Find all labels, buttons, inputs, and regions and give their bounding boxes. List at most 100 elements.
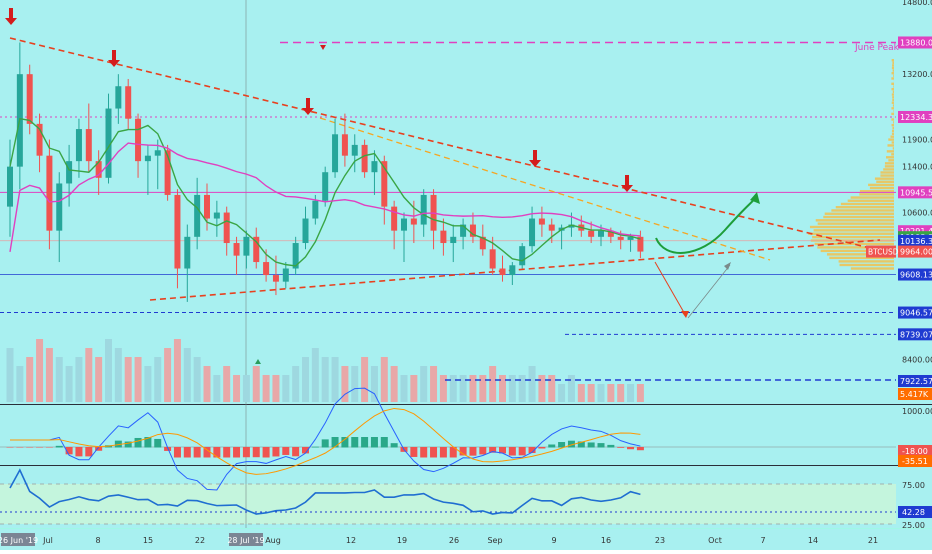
volume-profile-bar [891,77,894,79]
volume-bar [568,375,575,402]
volume-bar [16,366,23,402]
macd-pane-bg [0,405,896,465]
volume-profile-bar [888,138,894,140]
candle-body [86,129,92,161]
time-tick-label: 15 [143,536,153,545]
volume-profile-bar [823,216,894,218]
time-tick-label: Sep [487,536,502,545]
volume-bar [627,384,634,402]
volume-bar [529,366,536,402]
price-label-text: 8739.07 [900,330,932,339]
candle-body [312,201,318,219]
candle-body [283,269,289,282]
time-tick-label: 21 [868,536,878,545]
macd-hist-bar [56,446,63,448]
candle-body [332,134,338,172]
volume-bar [194,357,201,402]
macd-hist-bar [243,447,250,457]
volume-bar [272,375,279,402]
volume-bar [144,366,151,402]
volume-profile-bar [893,91,894,93]
volume-profile-bar [887,150,894,152]
macd-hist-bar [7,447,14,448]
macd-hist-bar [223,447,230,458]
volume-profile-bar [892,59,894,61]
candle-body [174,195,180,269]
volume-bar [154,357,161,402]
macd-hist-bar [469,447,476,456]
volume-profile-bar [892,93,894,95]
volume-bar [351,366,358,402]
price-label-text: 10945.52 [900,188,932,197]
volume-profile-bar [848,200,894,202]
volume-bar [213,375,220,402]
macd-hist-bar [194,447,201,458]
price-label-text: 9046.57 [900,309,932,318]
symbol-badge-text: BTCUSD [868,248,899,257]
candle-body [490,249,496,268]
volume-profile-bar [891,118,894,120]
volume-bar [115,348,122,402]
volume-bar [243,375,250,402]
volume-bar [164,348,171,402]
macd-hist-bar [184,447,191,458]
volume-bar [223,366,230,402]
candle-body [27,74,33,124]
macd-hist-bar [351,437,358,448]
macd-hist-bar [292,447,299,456]
volume-profile-bar [892,96,894,98]
volume-profile-bar [868,184,894,186]
macd-hist-bar [381,437,388,448]
volume-bar [469,375,476,402]
candle-body [450,237,456,243]
volume-bar [66,366,73,402]
rsi-band [0,484,896,524]
volume-profile-bar [810,226,894,228]
time-tick-label: 12 [346,536,356,545]
time-tick-label: 8 [95,536,100,545]
candle-body [115,86,121,108]
candle-body [539,219,545,225]
volume-bar [558,384,565,402]
candle-body [263,262,269,275]
macd-hist-bar [509,447,516,456]
volume-profile-bar [891,113,894,115]
price-label-text: 7922.57 [900,377,932,386]
volume-bar [371,366,378,402]
volume-profile-bar [815,243,894,245]
volume-bar [85,348,92,402]
candle-body [76,129,82,161]
volume-bar [430,366,437,402]
candle-body [303,219,309,244]
volume-bar [499,375,506,402]
volume-bar [26,357,33,402]
candle-body [125,86,131,118]
volume-profile-bar [893,104,894,106]
macd-hist-bar [361,437,368,448]
candle-body [618,237,624,240]
volume-profile-bar [892,62,894,64]
candle-body [243,237,249,256]
volume-bar [588,384,595,402]
volume-bar [509,375,516,402]
price-tick-label: 13200.00 [902,70,932,79]
volume-bar [75,357,82,402]
time-tick-label: 14 [808,536,818,545]
rsi-value-text: 42.28 [902,508,925,517]
volume-bar [420,366,427,402]
candle-body [391,207,397,231]
price-tick-label: 11400.00 [902,163,932,172]
volume-bar [548,375,555,402]
macd-hist-bar [430,447,437,458]
macd-hist-bar [617,447,624,448]
candle-body [401,219,407,231]
time-tick-label: 28 Jul '19 [227,536,264,545]
volume-profile-bar [880,174,894,176]
candle-body [135,119,141,161]
candle-body [46,156,52,231]
volume-bar [479,375,486,402]
volume-profile-bar [892,102,894,104]
macd-hist-bar [627,447,634,449]
price-label-text: 13880.00 [900,38,932,47]
volume-profile-bar [892,64,894,66]
